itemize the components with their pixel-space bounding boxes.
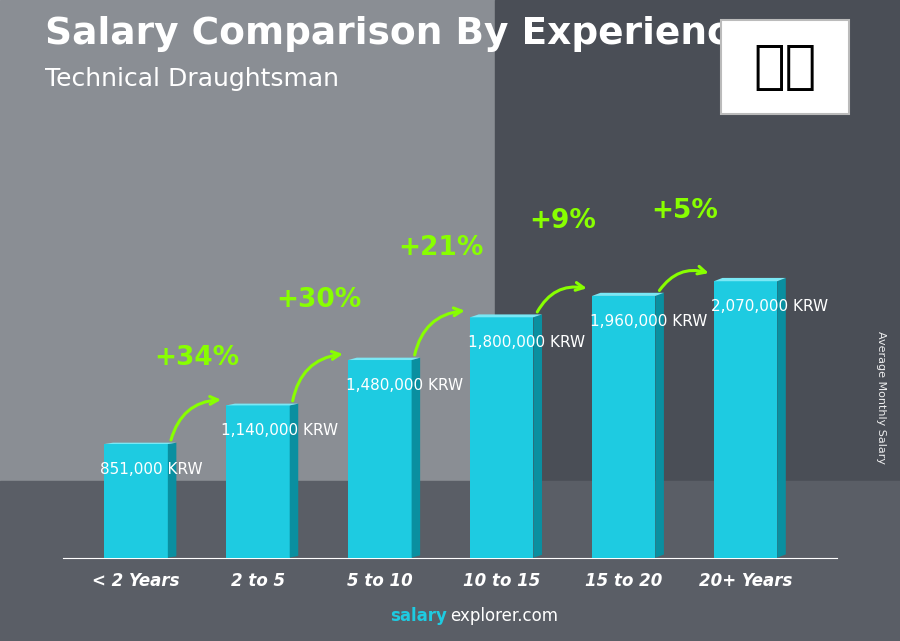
Polygon shape	[592, 293, 664, 296]
Text: 1,480,000 KRW: 1,480,000 KRW	[346, 378, 463, 393]
Text: +30%: +30%	[276, 287, 362, 313]
Text: Average Monthly Salary: Average Monthly Salary	[876, 331, 886, 464]
Text: explorer.com: explorer.com	[450, 607, 558, 625]
Text: 1,140,000 KRW: 1,140,000 KRW	[221, 423, 338, 438]
Polygon shape	[655, 293, 664, 558]
Text: 1,960,000 KRW: 1,960,000 KRW	[590, 313, 706, 329]
Text: 2,070,000 KRW: 2,070,000 KRW	[712, 299, 829, 314]
Bar	[714, 281, 778, 558]
Bar	[470, 317, 534, 558]
Text: +21%: +21%	[398, 235, 483, 262]
Bar	[348, 360, 411, 558]
Text: +5%: +5%	[652, 198, 718, 224]
Bar	[226, 406, 290, 558]
Polygon shape	[290, 404, 298, 558]
Bar	[104, 444, 167, 558]
Polygon shape	[167, 443, 176, 558]
Text: +34%: +34%	[155, 345, 239, 370]
Text: 🇰🇷: 🇰🇷	[753, 41, 817, 94]
FancyBboxPatch shape	[721, 20, 850, 115]
Text: 1,800,000 KRW: 1,800,000 KRW	[468, 335, 585, 350]
Polygon shape	[470, 315, 542, 317]
Polygon shape	[534, 315, 542, 558]
Text: salary: salary	[391, 607, 447, 625]
Bar	[495, 0, 900, 641]
Polygon shape	[104, 443, 176, 444]
Polygon shape	[411, 358, 420, 558]
Text: Technical Draughtsman: Technical Draughtsman	[45, 67, 339, 91]
Text: Salary Comparison By Experience: Salary Comparison By Experience	[45, 16, 755, 52]
Bar	[0, 0, 495, 641]
Bar	[592, 296, 655, 558]
Polygon shape	[348, 358, 420, 360]
Polygon shape	[714, 278, 786, 281]
Text: 851,000 KRW: 851,000 KRW	[100, 462, 202, 477]
Bar	[0, 481, 900, 641]
Polygon shape	[226, 404, 298, 406]
Text: +9%: +9%	[529, 208, 596, 235]
Polygon shape	[778, 278, 786, 558]
